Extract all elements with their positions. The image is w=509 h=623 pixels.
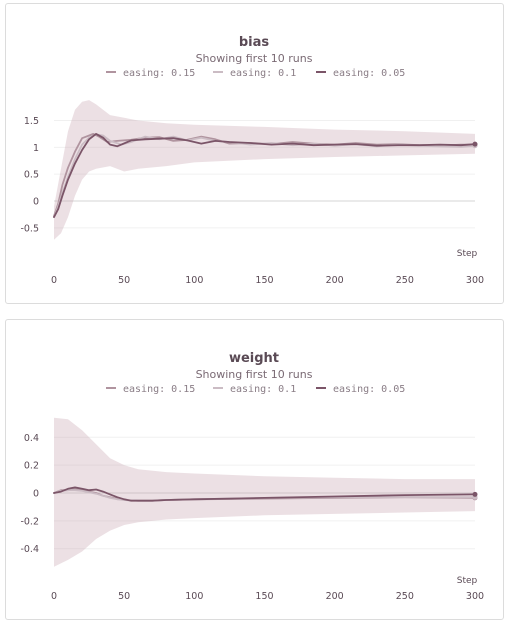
x-tick-label: 100 <box>185 275 203 286</box>
x-axis-label: Step <box>457 576 478 586</box>
legend-item: easing: 0.15 <box>106 384 195 395</box>
y-tick-label: -0.2 <box>20 516 39 527</box>
weight-chart-panel[interactable]: weight Showing first 10 runs easing: 0.15 e… <box>5 319 504 620</box>
legend-item: easing: 0.05 <box>316 68 405 79</box>
y-tick-label: 1 <box>33 143 39 154</box>
chart-title: weight <box>229 351 279 366</box>
y-tick-label: -0.4 <box>20 544 39 555</box>
legend-label: easing: 0.05 <box>333 68 405 79</box>
bias-chart-panel[interactable]: bias Showing first 10 runs easing: 0.15 eas… <box>5 3 504 304</box>
x-tick-label: 200 <box>326 591 344 602</box>
legend-label: easing: 0.15 <box>123 68 195 79</box>
legend-item: easing: 0.05 <box>316 384 405 395</box>
legend-item: easing: 0.1 <box>213 384 296 395</box>
series-line <box>53 486 476 502</box>
y-tick-label: 0 <box>33 489 39 500</box>
y-tick-label: 0 <box>33 197 39 208</box>
y-tick-label: -0.5 <box>20 223 39 234</box>
legend-label: easing: 0.05 <box>333 384 405 395</box>
chart-title: bias <box>239 35 270 50</box>
x-tick-label: 50 <box>118 591 130 602</box>
chart-subtitle: Showing first 10 runs <box>196 368 313 381</box>
legend-item: easing: 0.15 <box>106 68 195 79</box>
x-tick-label: 300 <box>466 591 484 602</box>
y-tick-label: 0.5 <box>24 170 39 181</box>
x-tick-label: 250 <box>396 591 414 602</box>
x-tick-label: 100 <box>185 591 203 602</box>
x-tick-label: 150 <box>255 591 273 602</box>
legend-item: easing: 0.1 <box>213 68 296 79</box>
chart-subtitle: Showing first 10 runs <box>196 52 313 65</box>
legend-label: easing: 0.15 <box>123 384 195 395</box>
legend-label: easing: 0.1 <box>230 384 296 395</box>
y-tick-label: 0.2 <box>24 461 39 472</box>
series-end-point <box>472 141 478 147</box>
legend-label: easing: 0.1 <box>230 68 296 79</box>
x-tick-label: 0 <box>51 275 57 286</box>
x-tick-label: 300 <box>466 275 484 286</box>
x-tick-label: 50 <box>118 275 130 286</box>
x-tick-label: 150 <box>255 275 273 286</box>
min-max-band <box>54 100 475 240</box>
series-end-point <box>472 491 478 497</box>
x-axis-label: Step <box>457 249 478 259</box>
series-line <box>53 132 476 219</box>
x-tick-label: 200 <box>326 275 344 286</box>
x-tick-label: 250 <box>396 275 414 286</box>
y-tick-label: 1.5 <box>24 116 39 127</box>
y-tick-label: 0.4 <box>24 433 39 444</box>
x-tick-label: 0 <box>51 591 57 602</box>
min-max-band <box>54 417 475 567</box>
